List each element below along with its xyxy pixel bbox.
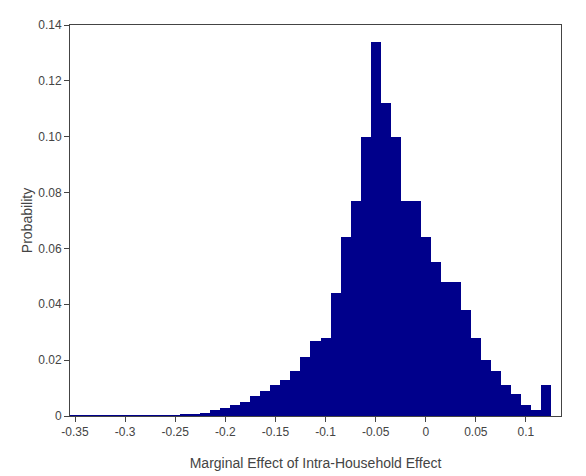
svg-text:0.04: 0.04 xyxy=(38,297,62,311)
svg-text:-0.1: -0.1 xyxy=(315,425,336,439)
svg-text:-0.15: -0.15 xyxy=(262,425,290,439)
svg-text:0.14: 0.14 xyxy=(38,18,62,32)
svg-text:0.08: 0.08 xyxy=(38,186,62,200)
svg-text:0.06: 0.06 xyxy=(38,242,62,256)
svg-text:-0.3: -0.3 xyxy=(115,425,136,439)
svg-text:0: 0 xyxy=(55,409,62,423)
svg-text:-0.25: -0.25 xyxy=(162,425,190,439)
svg-text:Marginal Effect of Intra-House: Marginal Effect of Intra-Household Effec… xyxy=(190,455,442,471)
svg-text:0.02: 0.02 xyxy=(38,353,62,367)
svg-text:-0.05: -0.05 xyxy=(362,425,390,439)
svg-text:0.05: 0.05 xyxy=(464,425,488,439)
svg-text:Probability: Probability xyxy=(19,188,35,253)
svg-text:0.1: 0.1 xyxy=(518,425,535,439)
svg-text:0.10: 0.10 xyxy=(38,130,62,144)
svg-text:0.12: 0.12 xyxy=(38,74,62,88)
svg-text:-0.35: -0.35 xyxy=(61,425,89,439)
svg-text:-0.2: -0.2 xyxy=(215,425,236,439)
svg-text:0: 0 xyxy=(422,425,429,439)
